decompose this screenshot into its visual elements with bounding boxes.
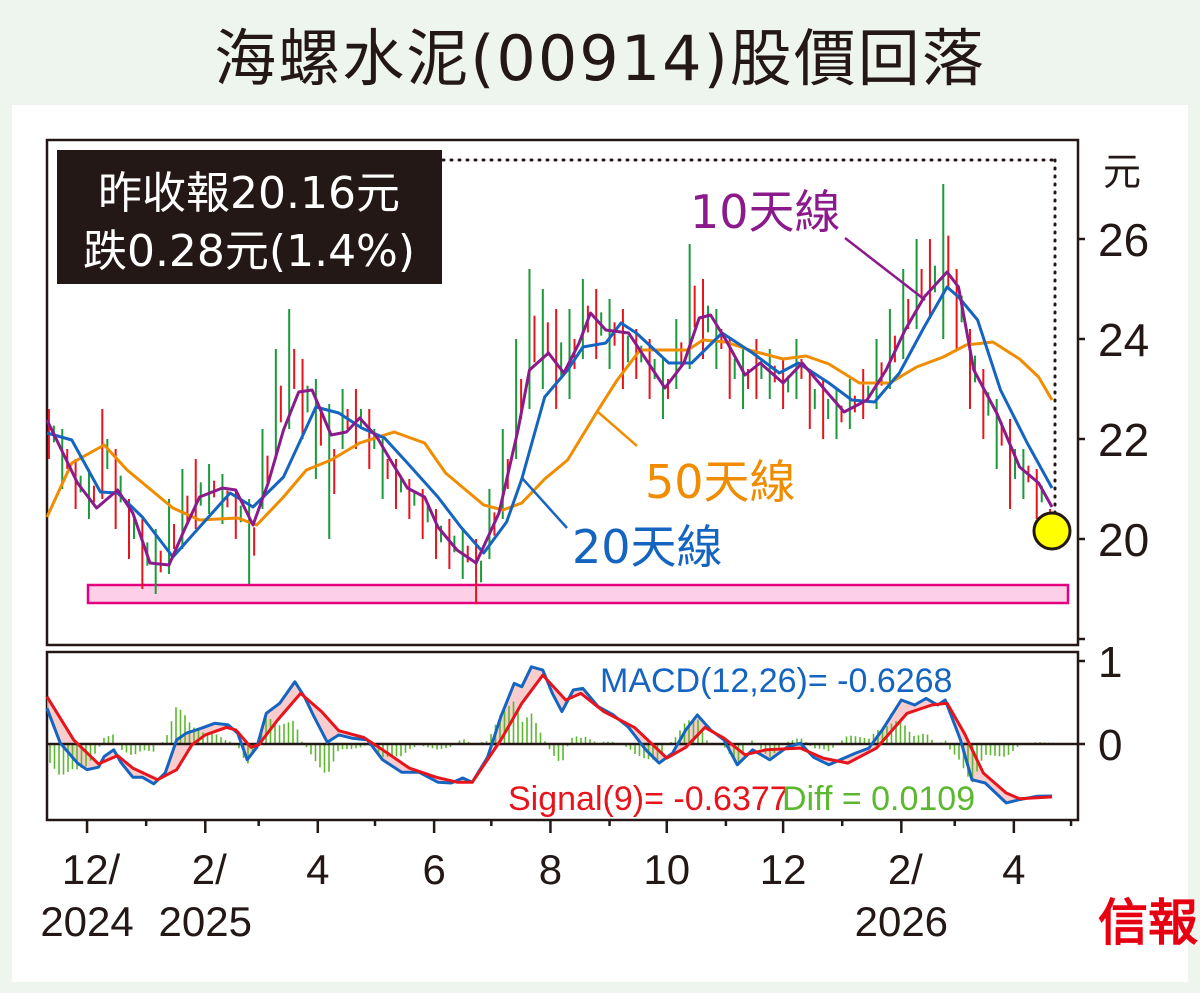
ma50-label: 50天線 — [645, 455, 796, 509]
last-close-marker — [1032, 511, 1072, 551]
ma20-label-leader — [521, 477, 568, 529]
y-tick-label: 24 — [1098, 314, 1149, 366]
x-tick-label: 6 — [422, 846, 445, 893]
x-tick-label: 2/ — [888, 846, 923, 893]
y-tick-label: 26 — [1098, 214, 1149, 266]
ma50-line — [45, 338, 1054, 527]
macd-line — [45, 665, 1053, 805]
ma10-label: 10天線 — [690, 185, 841, 239]
x-tick-label: 10 — [643, 846, 690, 893]
macd-plot-frame — [45, 650, 1080, 822]
x-tick-label: 8 — [539, 846, 562, 893]
signal-value-label: Signal(9)= -0.6377 — [508, 780, 789, 818]
x-tick-label: 4 — [1002, 846, 1025, 893]
y-axis-unit: 元 — [1103, 150, 1141, 194]
y-tick-label: 20 — [1098, 514, 1149, 566]
support-band — [86, 583, 1070, 605]
price-panel: 昨收報20.16元 跌0.28元(1.4%) 10天線 50天線 20天線 元 20 2… — [45, 138, 1149, 647]
x-tick-label: 2/ — [192, 846, 227, 893]
ma20-line — [46, 285, 1054, 559]
x-tick-label: 12 — [760, 846, 807, 893]
macd-panel: 0 1 MACD(12,26)= -0.6268 Signal(9)= -0.63… — [45, 638, 1122, 822]
y-tick-label: 22 — [1098, 414, 1149, 466]
x-tick-label: 12/ — [62, 846, 121, 893]
hkej-logo: 信報 — [1098, 893, 1198, 952]
diff-value-label: Diff = 0.0109 — [782, 780, 975, 818]
macd-y-tick-label: 0 — [1098, 721, 1122, 770]
x-tick-label: 4 — [306, 846, 329, 893]
macd-y-tick-label: 1 — [1098, 638, 1122, 687]
x-tick-year-label: 2026 — [855, 898, 948, 945]
ma20-label: 20天線 — [572, 520, 723, 574]
x-tick-year-label: 2024 — [40, 898, 133, 945]
ma10-label-leader — [844, 237, 926, 301]
ma10-line — [45, 270, 1054, 567]
ma50-label-leader — [597, 411, 638, 447]
info-change-text: 跌0.28元(1.4%) — [83, 226, 415, 277]
x-tick-year-label: 2025 — [159, 898, 252, 945]
info-close-text: 昨收報20.16元 — [98, 168, 400, 219]
macd-value-label: MACD(12,26)= -0.6268 — [600, 662, 952, 700]
chart-title: 海螺水泥(00914)股價回落 — [214, 22, 986, 95]
info-box — [57, 150, 442, 284]
signal-line — [45, 673, 1053, 801]
